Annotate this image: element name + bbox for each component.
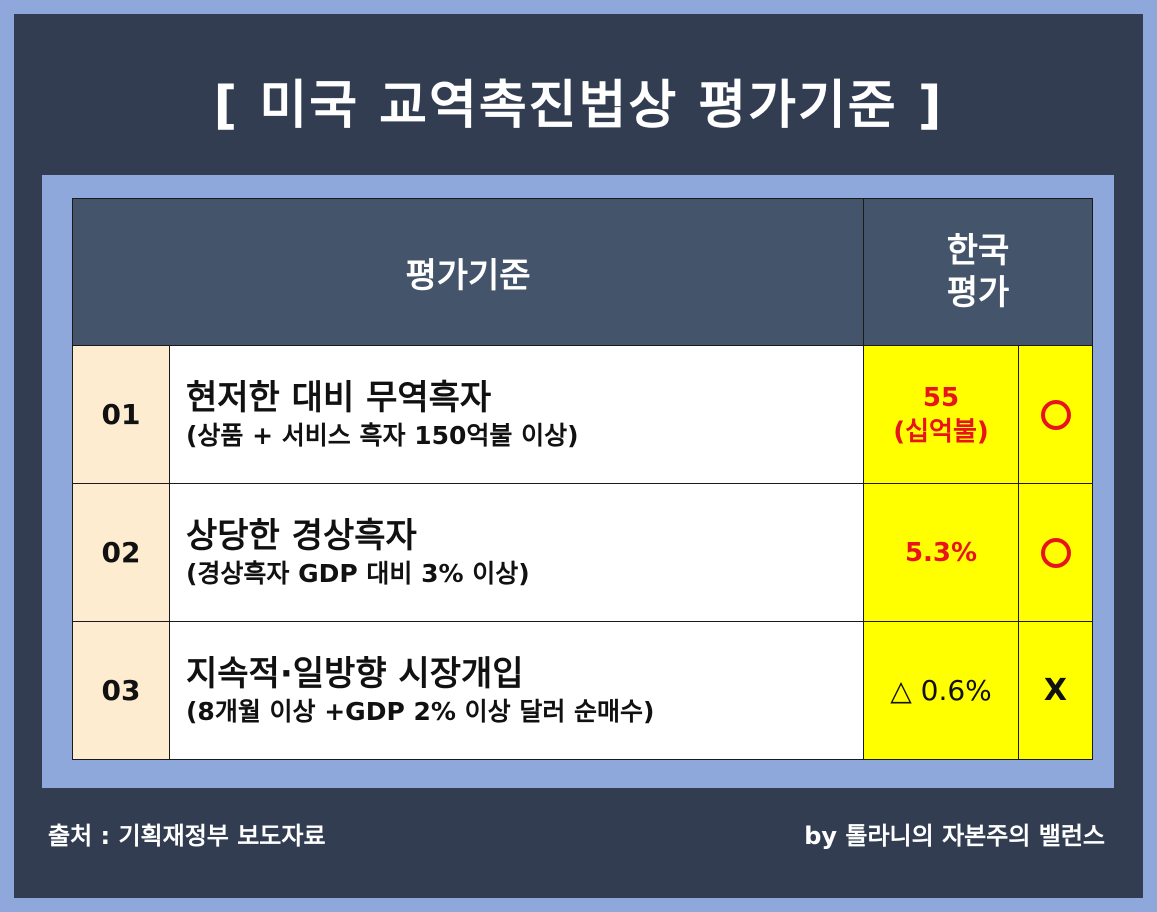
result-mark: X [1018, 621, 1093, 760]
value-line1: 55 [922, 382, 960, 413]
table-row: 지속적·일방향 시장개입 (8개월 이상 +GDP 2% 이상 달러 순매수) [169, 621, 864, 760]
korea-value: 55 (십억불) [863, 345, 1019, 484]
header-criteria: 평가기준 [72, 198, 864, 346]
criteria-sub: (8개월 이상 +GDP 2% 이상 달러 순매수) [186, 696, 655, 726]
korea-value: 5.3% [863, 483, 1019, 622]
circle-icon [1040, 537, 1071, 568]
source-note: 출처 : 기획재정부 보도자료 [48, 822, 326, 850]
criteria-table: 평가기준 한국 평가 01 현저한 대비 무역흑자 (상품 + 서비스 흑자 1… [72, 198, 1093, 760]
x-mark: X [1043, 673, 1068, 708]
criteria-sub: (상품 + 서비스 흑자 150억불 이상) [186, 420, 579, 450]
header-korea-eval-line2: 평가 [946, 273, 1010, 313]
criteria-main: 현저한 대비 무역흑자 [186, 377, 492, 418]
page-title: [ 미국 교역촉진법상 평가기준 ] [213, 76, 944, 136]
korea-value: △ 0.6% [863, 621, 1019, 760]
circle-icon [1040, 399, 1071, 430]
table-row: 상당한 경상흑자 (경상흑자 GDP 대비 3% 이상) [169, 483, 864, 622]
criteria-main: 지속적·일방향 시장개입 [186, 653, 524, 694]
value-line2: (십억불) [893, 416, 989, 447]
row-number: 01 [72, 345, 170, 484]
result-mark [1018, 483, 1093, 622]
value-line1: △ 0.6% [890, 673, 992, 707]
criteria-main: 상당한 경상흑자 [186, 515, 417, 556]
byline: by 톨라니의 자본주의 밸런스 [804, 822, 1105, 850]
row-number: 02 [72, 483, 170, 622]
result-mark [1018, 345, 1093, 484]
header-korea-eval: 한국 평가 [863, 198, 1093, 346]
value-line1: 5.3% [904, 537, 978, 568]
row-number: 03 [72, 621, 170, 760]
header-korea-eval-line1: 한국 [946, 231, 1010, 271]
criteria-sub: (경상흑자 GDP 대비 3% 이상) [186, 558, 530, 588]
table-row: 현저한 대비 무역흑자 (상품 + 서비스 흑자 150억불 이상) [169, 345, 864, 484]
